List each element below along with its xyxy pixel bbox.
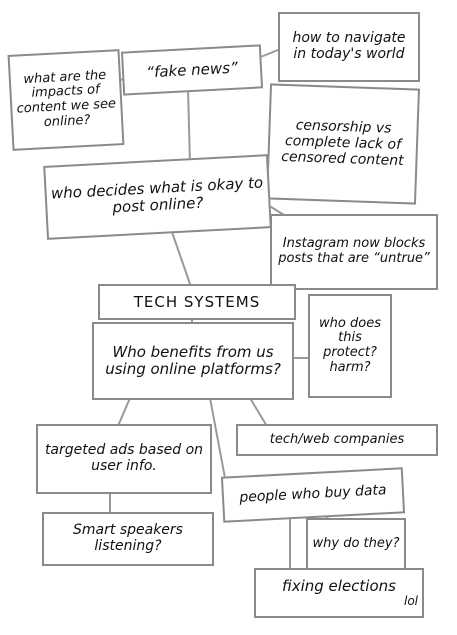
node-impacts: what are the impacts of content we see o… [7, 49, 125, 151]
node-instagram-text: Instagram now blocks posts that are “unt… [278, 236, 430, 266]
link-fakenews-whodecides [187, 87, 191, 166]
node-tech-companies: tech/web companies [236, 424, 438, 456]
node-smart-speakers-text: Smart speakers listening? [73, 522, 183, 554]
node-why-do-they: why do they? [306, 518, 406, 570]
link-whobenefits-peoplebuy [209, 397, 226, 479]
node-who-protect: who does this protect? harm? [308, 294, 392, 398]
node-people-buy: people who buy data [220, 467, 406, 523]
node-navigate: how to navigate in today's world [278, 12, 420, 82]
node-instagram: Instagram now blocks posts that are “unt… [270, 214, 438, 290]
node-impacts-text: what are the impacts of content we see o… [16, 67, 117, 130]
node-tech-systems: TECH SYSTEMS [98, 284, 296, 320]
node-fixing-elections: fixing elections lol [254, 568, 424, 618]
link-whodecides-techsystems [171, 231, 191, 285]
node-fake-news: “fake news” [120, 44, 264, 96]
node-people-buy-text: people who buy data [238, 482, 387, 507]
node-fixing-elections-text: fixing elections [282, 576, 396, 595]
node-targeted-ads: targeted ads based on user info. [36, 424, 212, 494]
link-whobenefits-techcompanies [249, 397, 269, 429]
node-why-do-they-text: why do they? [312, 535, 400, 551]
node-lol-text: lol [403, 593, 418, 608]
node-targeted-ads-text: targeted ads based on user info. [44, 442, 204, 474]
node-smart-speakers: Smart speakers listening? [42, 512, 214, 566]
node-fake-news-text: “fake news” [145, 58, 239, 81]
node-who-benefits: Who benefits from us using online platfo… [92, 322, 294, 400]
node-who-decides-text: who decides what is okay to post online? [50, 173, 264, 217]
node-censorship: censorship vs complete lack of censored … [266, 83, 420, 205]
node-tech-companies-text: tech/web companies [269, 431, 405, 447]
node-tech-systems-text: TECH SYSTEMS [133, 292, 261, 311]
node-navigate-text: how to navigate in today's world [292, 30, 406, 62]
node-who-benefits-text: Who benefits from us using online platfo… [105, 343, 281, 378]
node-censorship-text: censorship vs complete lack of censored … [281, 117, 404, 169]
link-whobenefits-targetedads [117, 397, 131, 427]
node-who-decides: who decides what is okay to post online? [43, 154, 272, 240]
node-who-protect-text: who does this protect? harm? [319, 315, 381, 375]
